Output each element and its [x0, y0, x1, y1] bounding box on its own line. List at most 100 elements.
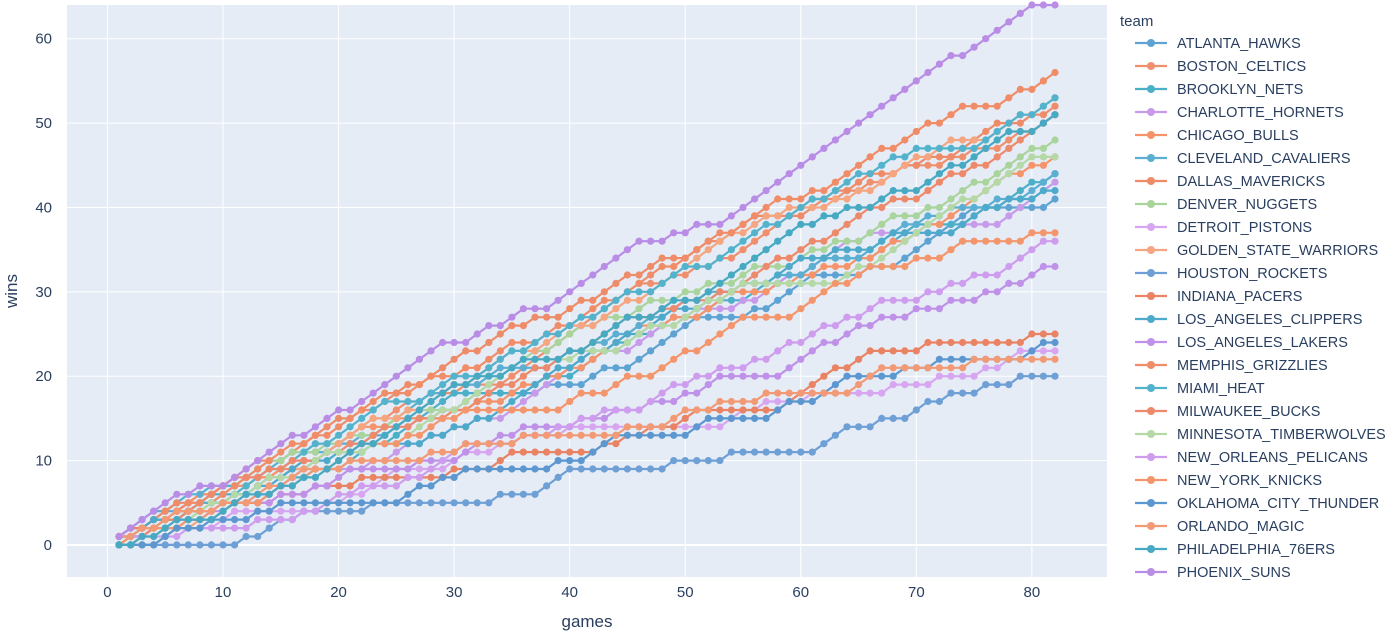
data-point	[496, 431, 504, 439]
data-point	[242, 532, 250, 541]
data-point	[254, 473, 262, 481]
legend-item[interactable]: PHOENIX_SUNS	[1135, 565, 1291, 581]
data-point	[912, 144, 920, 152]
data-point	[577, 347, 585, 355]
data-point	[831, 212, 840, 220]
data-point	[878, 178, 886, 186]
data-point	[947, 296, 955, 304]
data-point	[716, 397, 724, 406]
data-point	[762, 220, 770, 228]
data-point	[808, 153, 816, 161]
data-point	[751, 220, 759, 228]
data-point	[1051, 102, 1059, 110]
data-point	[716, 406, 724, 414]
data-point	[808, 330, 816, 338]
data-point	[392, 423, 400, 431]
legend-item[interactable]: MILWAUKEE_BUCKS	[1135, 404, 1320, 420]
data-point	[820, 338, 828, 347]
data-point	[346, 465, 354, 473]
legend-item[interactable]: BOSTON_CELTICS	[1135, 59, 1306, 75]
data-point	[982, 178, 990, 186]
legend-item[interactable]: NEW_ORLEANS_PELICANS	[1135, 450, 1368, 466]
data-point	[288, 516, 296, 524]
data-point	[855, 178, 863, 186]
legend-item[interactable]: MINNESOTA_TIMBERWOLVES	[1135, 427, 1386, 443]
data-point	[1028, 153, 1036, 161]
data-point	[843, 127, 851, 136]
data-point	[450, 389, 458, 397]
data-point	[392, 431, 400, 439]
legend-swatch-marker	[1147, 361, 1155, 369]
legend-item[interactable]: NEW_YORK_KNICKS	[1135, 473, 1322, 489]
legend-item[interactable]: DENVER_NUGGETS	[1135, 197, 1317, 213]
data-point	[935, 153, 944, 161]
data-point	[543, 364, 551, 372]
data-point	[288, 431, 296, 439]
legend-item[interactable]: CHICAGO_BULLS	[1135, 128, 1299, 144]
legend-item[interactable]: INDIANA_PACERS	[1135, 289, 1302, 305]
legend-item[interactable]: MIAMI_HEAT	[1135, 381, 1265, 397]
data-point	[681, 313, 689, 321]
data-point	[774, 389, 782, 397]
data-point	[600, 313, 608, 321]
data-point	[831, 322, 840, 330]
data-point	[242, 482, 250, 490]
data-point	[161, 524, 169, 532]
data-point	[982, 35, 990, 43]
data-point	[820, 271, 828, 279]
data-point	[831, 389, 840, 397]
legend-item[interactable]: CLEVELAND_CAVALIERS	[1135, 151, 1351, 167]
data-point	[658, 364, 666, 372]
legend-item[interactable]: GOLDEN_STATE_WARRIORS	[1135, 243, 1378, 259]
data-point	[381, 473, 389, 481]
data-point	[196, 490, 204, 498]
data-point	[843, 372, 851, 380]
legend-item[interactable]: LOS_ANGELES_CLIPPERS	[1135, 312, 1362, 328]
data-point	[311, 457, 319, 465]
data-point	[600, 440, 608, 448]
data-point	[935, 161, 944, 169]
legend-item[interactable]: OKLAHOMA_CITY_THUNDER	[1135, 496, 1379, 512]
data-point	[519, 397, 528, 406]
legend-swatch-marker	[1147, 177, 1155, 185]
legend-item[interactable]: DALLAS_MAVERICKS	[1135, 174, 1325, 190]
data-point	[612, 279, 620, 287]
data-point	[774, 254, 782, 262]
data-point	[635, 330, 643, 338]
x-tick-label: 70	[908, 584, 925, 601]
data-point	[855, 187, 863, 195]
legend-item[interactable]: CHARLOTTE_HORNETS	[1135, 105, 1344, 121]
legend-item[interactable]: DETROIT_PISTONS	[1135, 220, 1312, 236]
data-point	[1051, 94, 1059, 102]
data-point	[508, 347, 516, 355]
data-point	[727, 372, 736, 380]
data-point	[635, 313, 643, 321]
data-point	[647, 423, 655, 431]
data-point	[751, 355, 759, 363]
series-philadelphia-76ers	[115, 111, 1059, 549]
legend-item[interactable]: ORLANDO_MAGIC	[1135, 519, 1304, 535]
legend-item[interactable]: BROOKLYN_NETS	[1135, 82, 1303, 98]
data-point	[716, 414, 724, 422]
data-point	[912, 296, 920, 304]
data-point	[762, 313, 770, 321]
data-point	[647, 322, 655, 330]
data-point	[346, 507, 354, 515]
legend-swatch-marker	[1147, 85, 1155, 93]
data-point	[693, 423, 701, 431]
data-point	[820, 322, 828, 330]
data-point	[774, 237, 782, 245]
legend-item[interactable]: PHILADELPHIA_76ERS	[1135, 542, 1335, 558]
data-point	[623, 288, 632, 296]
data-point	[762, 246, 770, 254]
data-point	[982, 144, 990, 152]
legend-item[interactable]: ATLANTA_HAWKS	[1135, 36, 1301, 52]
data-point	[531, 338, 539, 347]
data-point	[901, 313, 909, 321]
legend-item[interactable]: LOS_ANGELES_LAKERS	[1135, 335, 1348, 351]
data-point	[1028, 161, 1036, 169]
legend-item[interactable]: HOUSTON_ROCKETS	[1135, 266, 1327, 282]
data-point	[439, 448, 447, 456]
legend-item[interactable]: MEMPHIS_GRIZZLIES	[1135, 358, 1328, 374]
data-point	[855, 372, 863, 380]
